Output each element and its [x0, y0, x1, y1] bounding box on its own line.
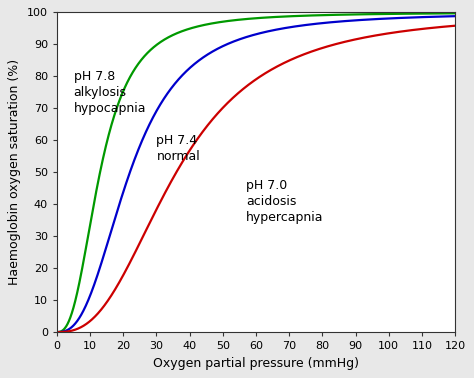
Text: pH 7.0
acidosis
hypercapnia: pH 7.0 acidosis hypercapnia: [246, 178, 324, 224]
Text: pH 7.8
alkylosis
hypocapnia: pH 7.8 alkylosis hypocapnia: [73, 70, 146, 115]
Y-axis label: Haemoglobin oxygen saturation (%): Haemoglobin oxygen saturation (%): [9, 59, 21, 285]
X-axis label: Oxygen partial pressure (mmHg): Oxygen partial pressure (mmHg): [153, 357, 359, 370]
Text: pH 7.4
normal: pH 7.4 normal: [156, 134, 200, 163]
